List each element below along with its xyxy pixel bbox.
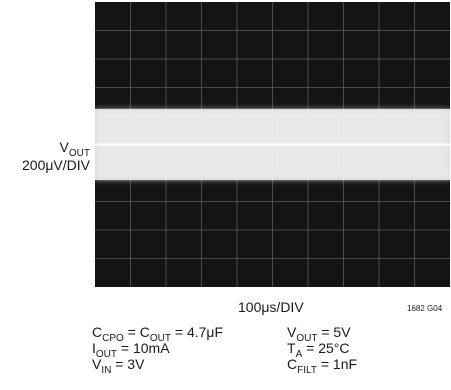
scope-plot bbox=[95, 2, 450, 287]
x-axis-scale-label: 100μs/DIV bbox=[238, 299, 304, 315]
condition-vin: VIN = 3V bbox=[92, 356, 145, 376]
condition-iout: IOUT = 10mA bbox=[92, 340, 170, 360]
condition-ta: TA = 25°C bbox=[287, 340, 350, 360]
condition-cpo-cout: CCPO = COUT = 4.7μF bbox=[92, 324, 224, 344]
condition-vout: VOUT = 5V bbox=[287, 324, 351, 344]
figure-id: 1682 G04 bbox=[407, 304, 443, 313]
y-axis-scale-label: 200μV/DIV bbox=[22, 157, 90, 173]
condition-cfilt: CFILT = 1nF bbox=[287, 356, 358, 376]
oscilloscope-screen bbox=[95, 2, 450, 287]
y-axis-signal-label: VOUT bbox=[59, 139, 90, 159]
